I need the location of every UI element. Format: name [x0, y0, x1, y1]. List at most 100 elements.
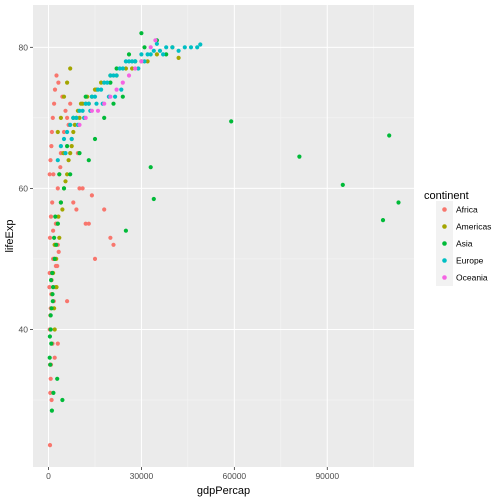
grid-major: [33, 5, 414, 467]
data-point: [47, 334, 53, 339]
data-point: [48, 376, 53, 381]
data-point: [108, 235, 113, 240]
data-point: [74, 207, 79, 212]
legend-title: continent: [424, 190, 469, 202]
data-point: [54, 73, 59, 78]
legend-key: [442, 207, 447, 212]
legend-label: Oceania: [456, 273, 488, 283]
data-point: [61, 129, 67, 135]
legend-label: Asia: [456, 239, 473, 249]
data-point: [86, 101, 91, 106]
data-point: [77, 122, 82, 127]
data-point: [80, 186, 85, 191]
data-point: [60, 207, 65, 212]
data-point: [51, 172, 56, 177]
data-point: [69, 144, 74, 149]
data-point: [114, 87, 119, 92]
series-asia: [47, 31, 401, 413]
data-point: [133, 66, 138, 71]
data-point: [60, 397, 65, 403]
data-point: [55, 221, 60, 226]
data-point: [83, 94, 88, 99]
data-point: [126, 73, 132, 78]
data-point: [157, 48, 163, 53]
data-point: [297, 154, 302, 159]
x-tick-label: 30000: [130, 471, 154, 481]
data-point: [126, 52, 132, 57]
data-point: [49, 341, 54, 346]
data-point: [52, 327, 57, 332]
data-point: [47, 285, 52, 290]
data-point: [53, 263, 59, 269]
x-axis-ticks: 0 30000 60000 90000: [46, 467, 339, 481]
data-point: [164, 45, 169, 50]
data-point: [142, 45, 147, 50]
data-point: [105, 80, 110, 85]
data-point: [50, 115, 55, 120]
plot-background: [33, 5, 414, 467]
data-point: [47, 172, 52, 177]
data-point: [151, 196, 156, 202]
data-point: [65, 129, 70, 135]
data-point: [164, 52, 169, 57]
data-point: [119, 87, 124, 92]
data-point: [123, 66, 128, 71]
data-point: [123, 228, 128, 233]
legend-item-europe: Europe: [436, 252, 484, 269]
data-point: [102, 207, 107, 212]
data-point: [61, 94, 67, 99]
legend-key: [442, 241, 447, 246]
data-point: [102, 115, 107, 120]
data-point: [52, 355, 57, 360]
data-point: [89, 193, 94, 198]
data-point: [95, 108, 101, 113]
data-point: [117, 66, 122, 71]
data-point: [102, 80, 107, 85]
data-point: [48, 313, 53, 318]
legend-items: Africa Americas Asia Europe Oceania: [436, 201, 491, 286]
data-point: [86, 158, 91, 163]
data-point: [111, 242, 116, 247]
data-point: [74, 115, 79, 120]
legend-item-africa: Africa: [436, 201, 478, 218]
data-point: [50, 270, 55, 276]
data-point: [77, 151, 82, 156]
data-point: [198, 42, 203, 47]
x-tick-label: 90000: [315, 471, 339, 481]
data-point: [58, 144, 64, 149]
data-point: [55, 158, 60, 163]
data-point: [151, 48, 156, 53]
legend-label: Americas: [456, 222, 491, 232]
data-point: [136, 66, 141, 71]
data-point: [50, 292, 55, 297]
legend-item-asia: Asia: [436, 235, 473, 252]
data-point: [56, 80, 61, 85]
data-point: [61, 136, 67, 142]
data-point: [50, 299, 55, 304]
data-point: [111, 101, 116, 106]
data-point: [380, 218, 386, 223]
data-point: [49, 129, 55, 135]
data-point: [53, 214, 58, 219]
data-point: [49, 397, 54, 403]
data-point: [52, 235, 57, 240]
data-point: [48, 327, 53, 332]
data-point: [48, 158, 53, 163]
data-point: [49, 278, 54, 283]
data-point: [61, 186, 67, 191]
data-point: [47, 355, 52, 360]
data-point: [387, 133, 392, 138]
data-point: [120, 80, 125, 85]
data-point: [55, 341, 60, 346]
data-point: [68, 122, 73, 127]
data-point: [51, 228, 56, 233]
data-point: [55, 129, 60, 135]
data-point: [83, 101, 88, 106]
data-point: [188, 45, 194, 50]
data-point: [176, 48, 181, 53]
data-point: [148, 45, 153, 50]
x-axis-title: gdpPercap: [197, 485, 250, 497]
data-point: [130, 59, 135, 64]
data-point: [72, 122, 77, 127]
data-point: [51, 390, 56, 395]
